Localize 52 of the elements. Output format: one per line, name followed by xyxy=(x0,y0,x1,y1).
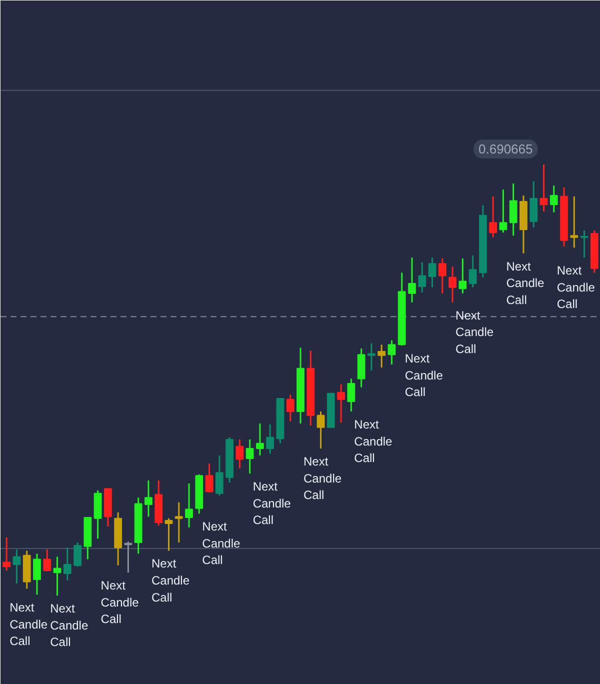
candlestick xyxy=(489,196,498,238)
candlestick xyxy=(236,438,244,470)
candlestick xyxy=(428,256,436,288)
text: Next Candle Call xyxy=(354,417,392,466)
text: Next Candle Call xyxy=(202,520,240,568)
candlestick xyxy=(12,548,21,584)
candlestick xyxy=(418,262,426,294)
candlestick xyxy=(2,536,11,572)
candlestick xyxy=(74,542,82,568)
candlestick xyxy=(580,230,588,258)
text: 0.690665 xyxy=(478,141,533,156)
candlestick xyxy=(53,556,62,596)
candlestick xyxy=(448,266,456,304)
text: Next Candle Call xyxy=(556,264,595,312)
candlestick xyxy=(205,462,214,494)
text: Next Candle Call xyxy=(304,454,342,502)
text: Next Candle Call xyxy=(404,352,443,400)
candlestick xyxy=(185,482,193,528)
text: Next Candle Call xyxy=(252,480,291,528)
candlestick xyxy=(316,410,325,450)
candlestick xyxy=(530,180,538,228)
candlestick xyxy=(570,196,578,248)
candlestick xyxy=(256,422,264,456)
candlestick xyxy=(337,384,345,424)
candlestick xyxy=(540,164,548,212)
candlestick xyxy=(286,394,294,422)
candlestick xyxy=(215,454,224,496)
candlestick xyxy=(438,258,446,294)
candlestick xyxy=(144,480,152,518)
candlestick xyxy=(174,502,183,544)
candlestick xyxy=(408,256,416,304)
candlestick xyxy=(468,254,477,288)
text: Next Candle Call xyxy=(456,308,494,356)
candlestick xyxy=(458,258,467,294)
text: Next Candle Call xyxy=(10,600,48,648)
candlestick xyxy=(550,184,558,214)
candlestick xyxy=(509,182,518,236)
candlestick xyxy=(368,342,376,372)
candlestick xyxy=(266,424,274,454)
candlestick xyxy=(43,548,52,572)
text: Next Candle Call xyxy=(100,578,139,626)
text: Next Candle Call xyxy=(506,259,544,307)
candlestick xyxy=(378,344,386,368)
candlestick xyxy=(33,552,41,596)
candlestick xyxy=(246,438,254,474)
candlestick xyxy=(347,378,356,412)
candlestick xyxy=(388,340,396,366)
candlestick xyxy=(164,518,173,552)
candlestick xyxy=(499,188,508,234)
text: Next Candle Call xyxy=(50,602,88,650)
candlestick xyxy=(63,546,72,582)
text: Next Candle Call xyxy=(151,556,190,604)
